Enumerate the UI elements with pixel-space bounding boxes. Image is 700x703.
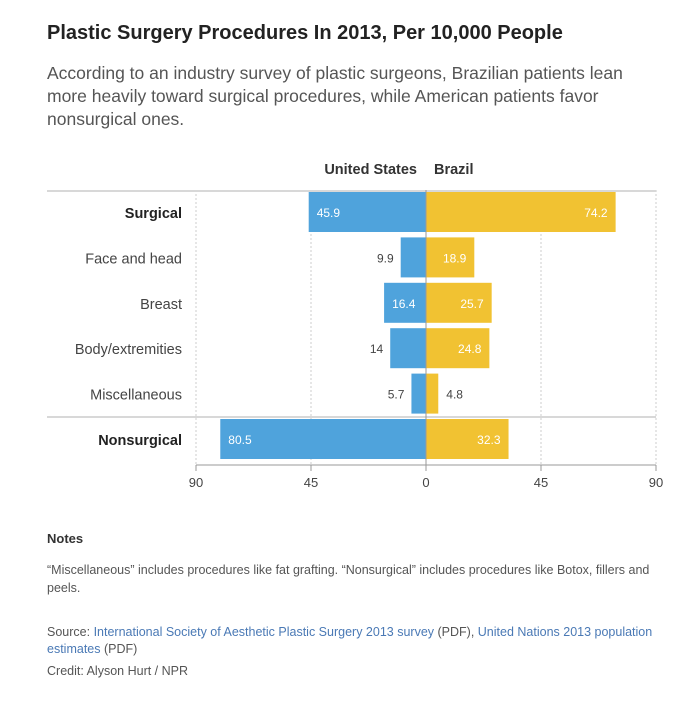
x-tick-label-2: 0 <box>422 475 429 490</box>
bar-us-breast <box>384 282 426 323</box>
series-label-brazil: Brazil <box>434 162 474 178</box>
diverging-bar-chart: United States Brazil Surgical 45.9 74.2 Face … <box>47 162 663 490</box>
source-line: Source: International Society of Aesthet… <box>47 624 667 658</box>
value-label-us-nonsurgical: 80.5 <box>228 433 252 447</box>
bar-brazil-face-and-head <box>426 237 475 278</box>
chart-subtitle: According to an industry survey of plast… <box>47 63 623 129</box>
credit-line: Credit: Alyson Hurt / NPR <box>47 664 189 678</box>
source-mid: (PDF), <box>434 625 478 639</box>
category-label-face-and-head: Face and head <box>85 251 182 267</box>
value-label-brazil-surgical: 74.2 <box>584 206 608 220</box>
value-label-brazil-nonsurgical: 32.3 <box>477 433 501 447</box>
bar-us-face-and-head <box>400 237 426 278</box>
x-tick-label-0: 90 <box>189 475 203 490</box>
value-label-us-body-extremities: 14 <box>370 342 384 356</box>
category-label-miscellaneous: Miscellaneous <box>90 388 182 404</box>
bar-us-body-extremities <box>390 328 426 369</box>
category-label-body-extremities: Body/extremities <box>75 342 182 358</box>
source-link-un[interactable]: United Nations 2013 population estimates <box>47 625 653 656</box>
chart-title: Plastic Surgery Procedures In 2013, Per … <box>47 22 563 44</box>
value-label-brazil-face-and-head: 18.9 <box>443 251 467 265</box>
bar-us-surgical <box>308 192 426 232</box>
source-link-isaps[interactable]: International Society of Aesthetic Plast… <box>93 625 435 639</box>
x-tick-label-4: 90 <box>649 475 663 490</box>
source-prefix: Source: <box>47 625 94 639</box>
value-label-us-miscellaneous: 5.7 <box>388 388 405 402</box>
series-label-us: United States <box>324 162 417 178</box>
bar-brazil-nonsurgical <box>426 419 509 459</box>
category-label-nonsurgical: Nonsurgical <box>98 433 182 449</box>
bar-us-miscellaneous <box>411 373 426 414</box>
bar-brazil-body-extremities <box>426 328 490 369</box>
value-label-brazil-breast: 25.7 <box>460 297 484 311</box>
notes-heading: Notes <box>47 531 84 546</box>
source-suffix: (PDF) <box>100 642 138 656</box>
bar-brazil-surgical <box>426 192 616 232</box>
value-label-brazil-body-extremities: 24.8 <box>458 342 482 356</box>
value-label-us-surgical: 45.9 <box>317 206 341 220</box>
value-label-us-breast: 16.4 <box>392 297 416 311</box>
x-tick-label-1: 45 <box>304 475 318 490</box>
bar-brazil-breast <box>426 282 492 323</box>
bar-brazil-miscellaneous <box>426 373 439 414</box>
x-tick-label-3: 45 <box>534 475 548 490</box>
bar-us-nonsurgical <box>220 419 426 459</box>
notes-text: “Miscellaneous” includes procedures like… <box>47 563 650 595</box>
category-label-breast: Breast <box>140 297 182 313</box>
category-label-surgical: Surgical <box>125 206 182 222</box>
value-label-us-face-and-head: 9.9 <box>377 251 394 265</box>
value-label-brazil-miscellaneous: 4.8 <box>446 388 463 402</box>
